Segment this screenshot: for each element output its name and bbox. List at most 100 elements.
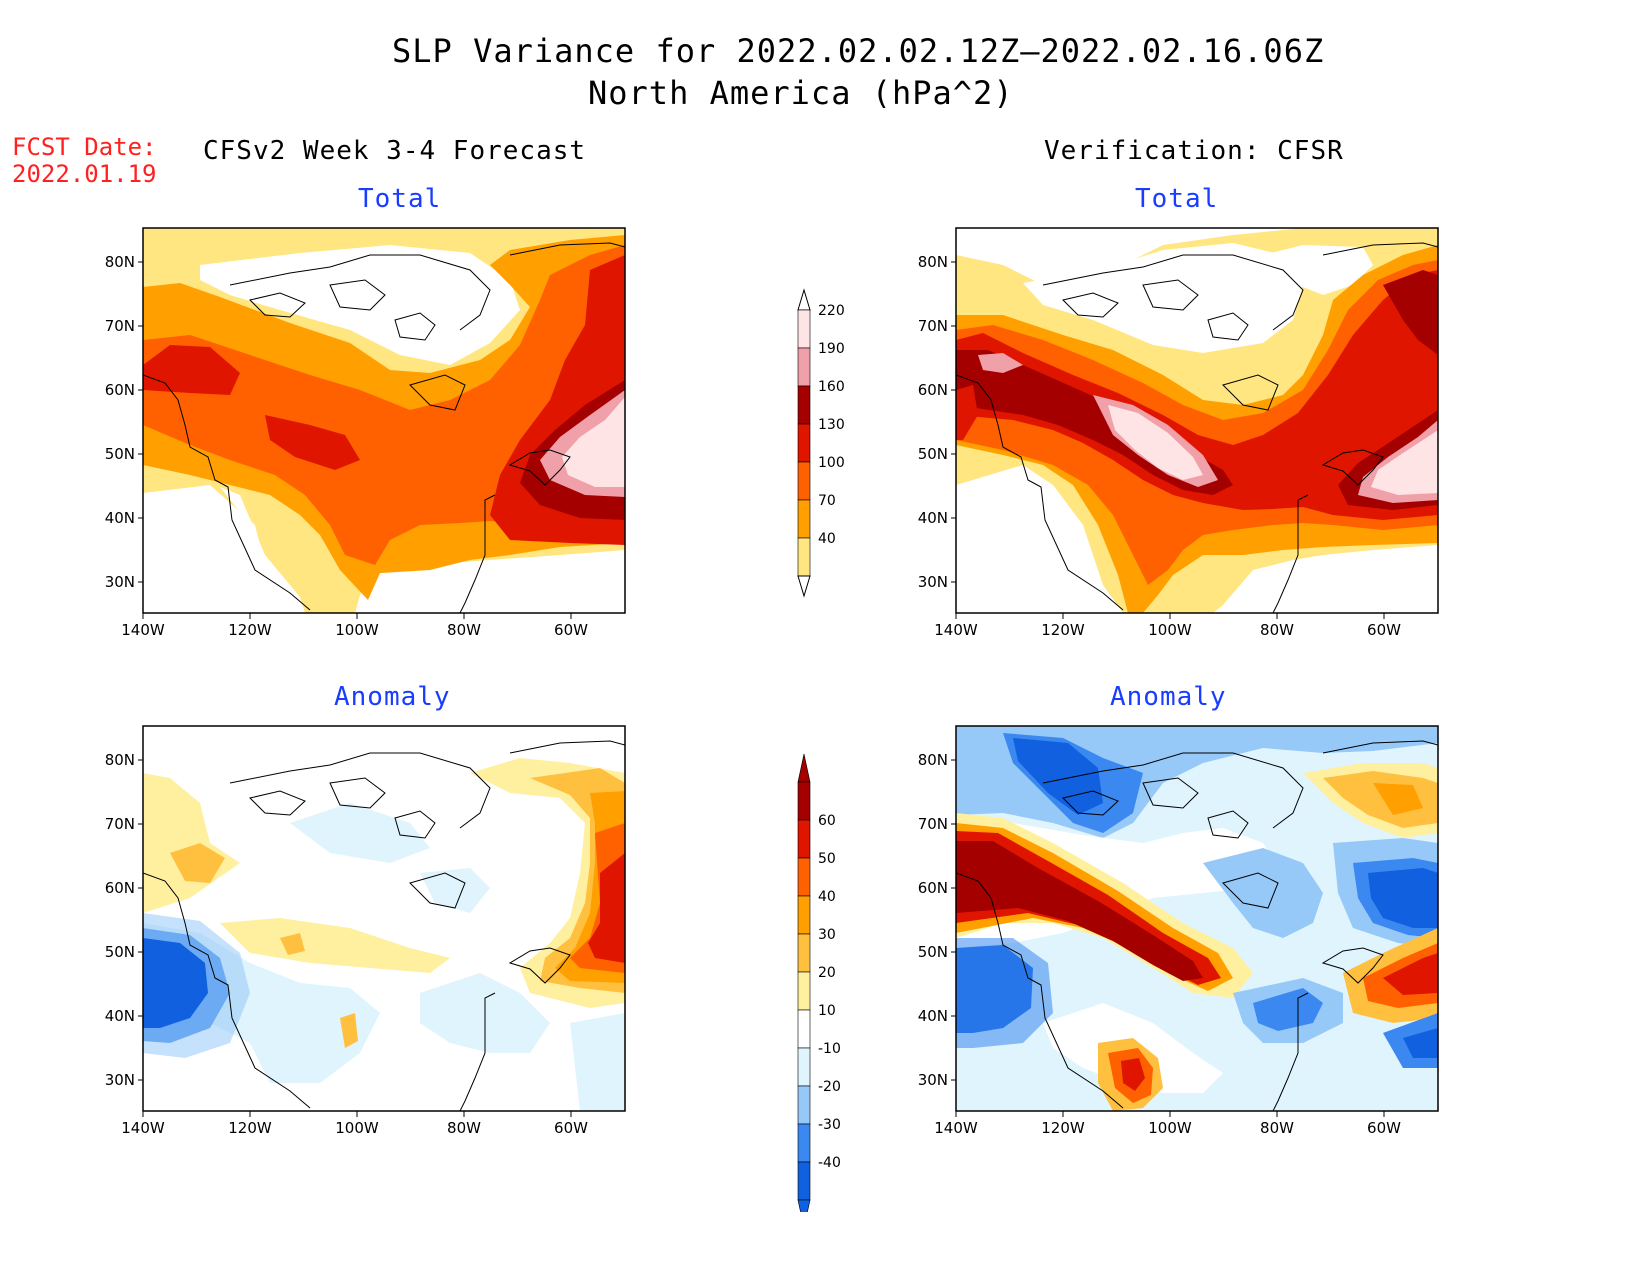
lon-label: 120W [1041,621,1085,639]
colorbar-tick-label: -30 [818,1117,841,1133]
lon-label: 140W [934,621,978,639]
lat-label: 60N [918,879,948,897]
colorbar-box [797,857,811,897]
colorbar-box [797,423,811,463]
lon-label: 80W [447,621,481,639]
colorbar-tick-label: 50 [818,851,836,867]
lon-label: 60W [554,621,588,639]
left-column-title: CFSv2 Week 3-4 Forecast [203,136,587,166]
colorbar-box [797,895,811,935]
right-column-title: Verification: CFSR [1044,136,1344,166]
lon-label: 60W [554,1119,588,1137]
colorbar-tick-label: -10 [818,1041,841,1057]
lat-label: 30N [918,573,948,591]
colorbar-box [797,971,811,1011]
colorbar-box [797,499,811,539]
lat-axis [138,261,143,583]
colorbar-box [797,1161,811,1201]
lat-label: 80N [918,751,948,769]
lat-label: 70N [918,317,948,335]
lon-label: 120W [228,621,272,639]
colorbar-tick-label: 20 [818,965,836,981]
map-forecast-total: 80N 70N 60N 50N 40N 30N 140W 120W 100W 8… [105,227,626,639]
lon-label: 60W [1367,621,1401,639]
panel-title-top-right: Total [1135,184,1219,214]
colorbar-tick-label: 70 [818,493,836,509]
lat-label: 30N [105,1071,135,1089]
coastlines [143,242,625,613]
panel-title-bottom-left: Anomaly [334,682,451,712]
colorbar-end [797,575,811,598]
lat-label: 60N [105,879,135,897]
lat-label: 80N [105,751,135,769]
lon-label: 80W [447,1119,481,1137]
map-verification-total: 80N 70N 60N 50N 40N 30N 140W 120W 100W 8… [918,227,1439,639]
colorbar-box [797,1047,811,1087]
colorbar-tick-label: 30 [818,927,836,943]
fcst-date: 2022.01.19 [12,160,157,188]
lat-label: 30N [105,573,135,591]
lat-label: 40N [105,509,135,527]
colorbar-tick-label: 220 [818,303,845,319]
colorbar-tick-label: 160 [818,379,845,395]
lat-label: 40N [918,509,948,527]
colorbar-tick-label: 40 [818,889,836,905]
title-line-2: North America (hPa^2) [588,74,1014,112]
colorbar-tick-label: 60 [818,813,836,829]
lon-label: 140W [121,621,165,639]
lat-label: 50N [918,943,948,961]
lat-label: 70N [105,317,135,335]
lat-label: 40N [918,1007,948,1025]
colorbar-box [797,781,811,821]
colorbar-tick-label: 100 [818,455,845,471]
lon-label: 100W [1148,621,1192,639]
colorbar-box [797,819,811,859]
lat-label: 70N [918,815,948,833]
title-line-1: SLP Variance for 2022.02.02.12Z–2022.02.… [392,32,1325,70]
colorbar-tick-label: 130 [818,417,845,433]
colorbar-tick-label: -20 [818,1079,841,1095]
colorbar-box [797,1009,811,1049]
lon-label: 120W [1041,1119,1085,1137]
lat-label: 70N [105,815,135,833]
lat-label: 30N [918,1071,948,1089]
colorbar-tick-label: 40 [818,531,836,547]
map-forecast-anomaly: 80N 70N 60N 50N 40N 30N 140W 120W 100W 8… [105,725,626,1137]
colorbar-box [797,537,811,577]
colorbar-box [797,385,811,425]
lon-label: 140W [934,1119,978,1137]
lat-label: 80N [105,253,135,271]
colorbar-box [797,309,811,349]
lon-label: 120W [228,1119,272,1137]
colorbar-arrow-bottom [797,1199,811,1212]
colorbar-tick-label: 190 [818,341,845,357]
panel-title-bottom-right: Anomaly [1110,682,1227,712]
colorbar-end [797,288,811,311]
colorbar-box [797,933,811,973]
lon-label: 80W [1260,1119,1294,1137]
lon-label: 60W [1367,1119,1401,1137]
colorbar-box [797,1085,811,1125]
lon-label: 80W [1260,621,1294,639]
lat-label: 40N [105,1007,135,1025]
lat-label: 50N [105,445,135,463]
lon-label: 100W [335,621,379,639]
colorbar-total: 220 190 160 130 100 70 40 [797,288,845,598]
lat-label: 60N [105,381,135,399]
panel-title-top-left: Total [358,184,442,214]
colorbar-box [797,347,811,387]
lat-label: 60N [918,381,948,399]
colorbar-box [797,1123,811,1163]
lon-label: 100W [335,1119,379,1137]
colorbar-box [797,461,811,501]
colorbar-anomaly: 60 50 40 30 20 10 -10 -20 -30 -40 [797,753,841,1212]
lon-label: 100W [1148,1119,1192,1137]
fcst-label: FCST Date: [12,133,157,161]
lat-label: 50N [105,943,135,961]
colorbar-tick-label: 10 [818,1003,836,1019]
lat-label: 50N [918,445,948,463]
lat-label: 80N [918,253,948,271]
colorbar-arrow-top [797,753,811,783]
lon-label: 140W [121,1119,165,1137]
colorbar-tick-label: -40 [818,1155,841,1171]
